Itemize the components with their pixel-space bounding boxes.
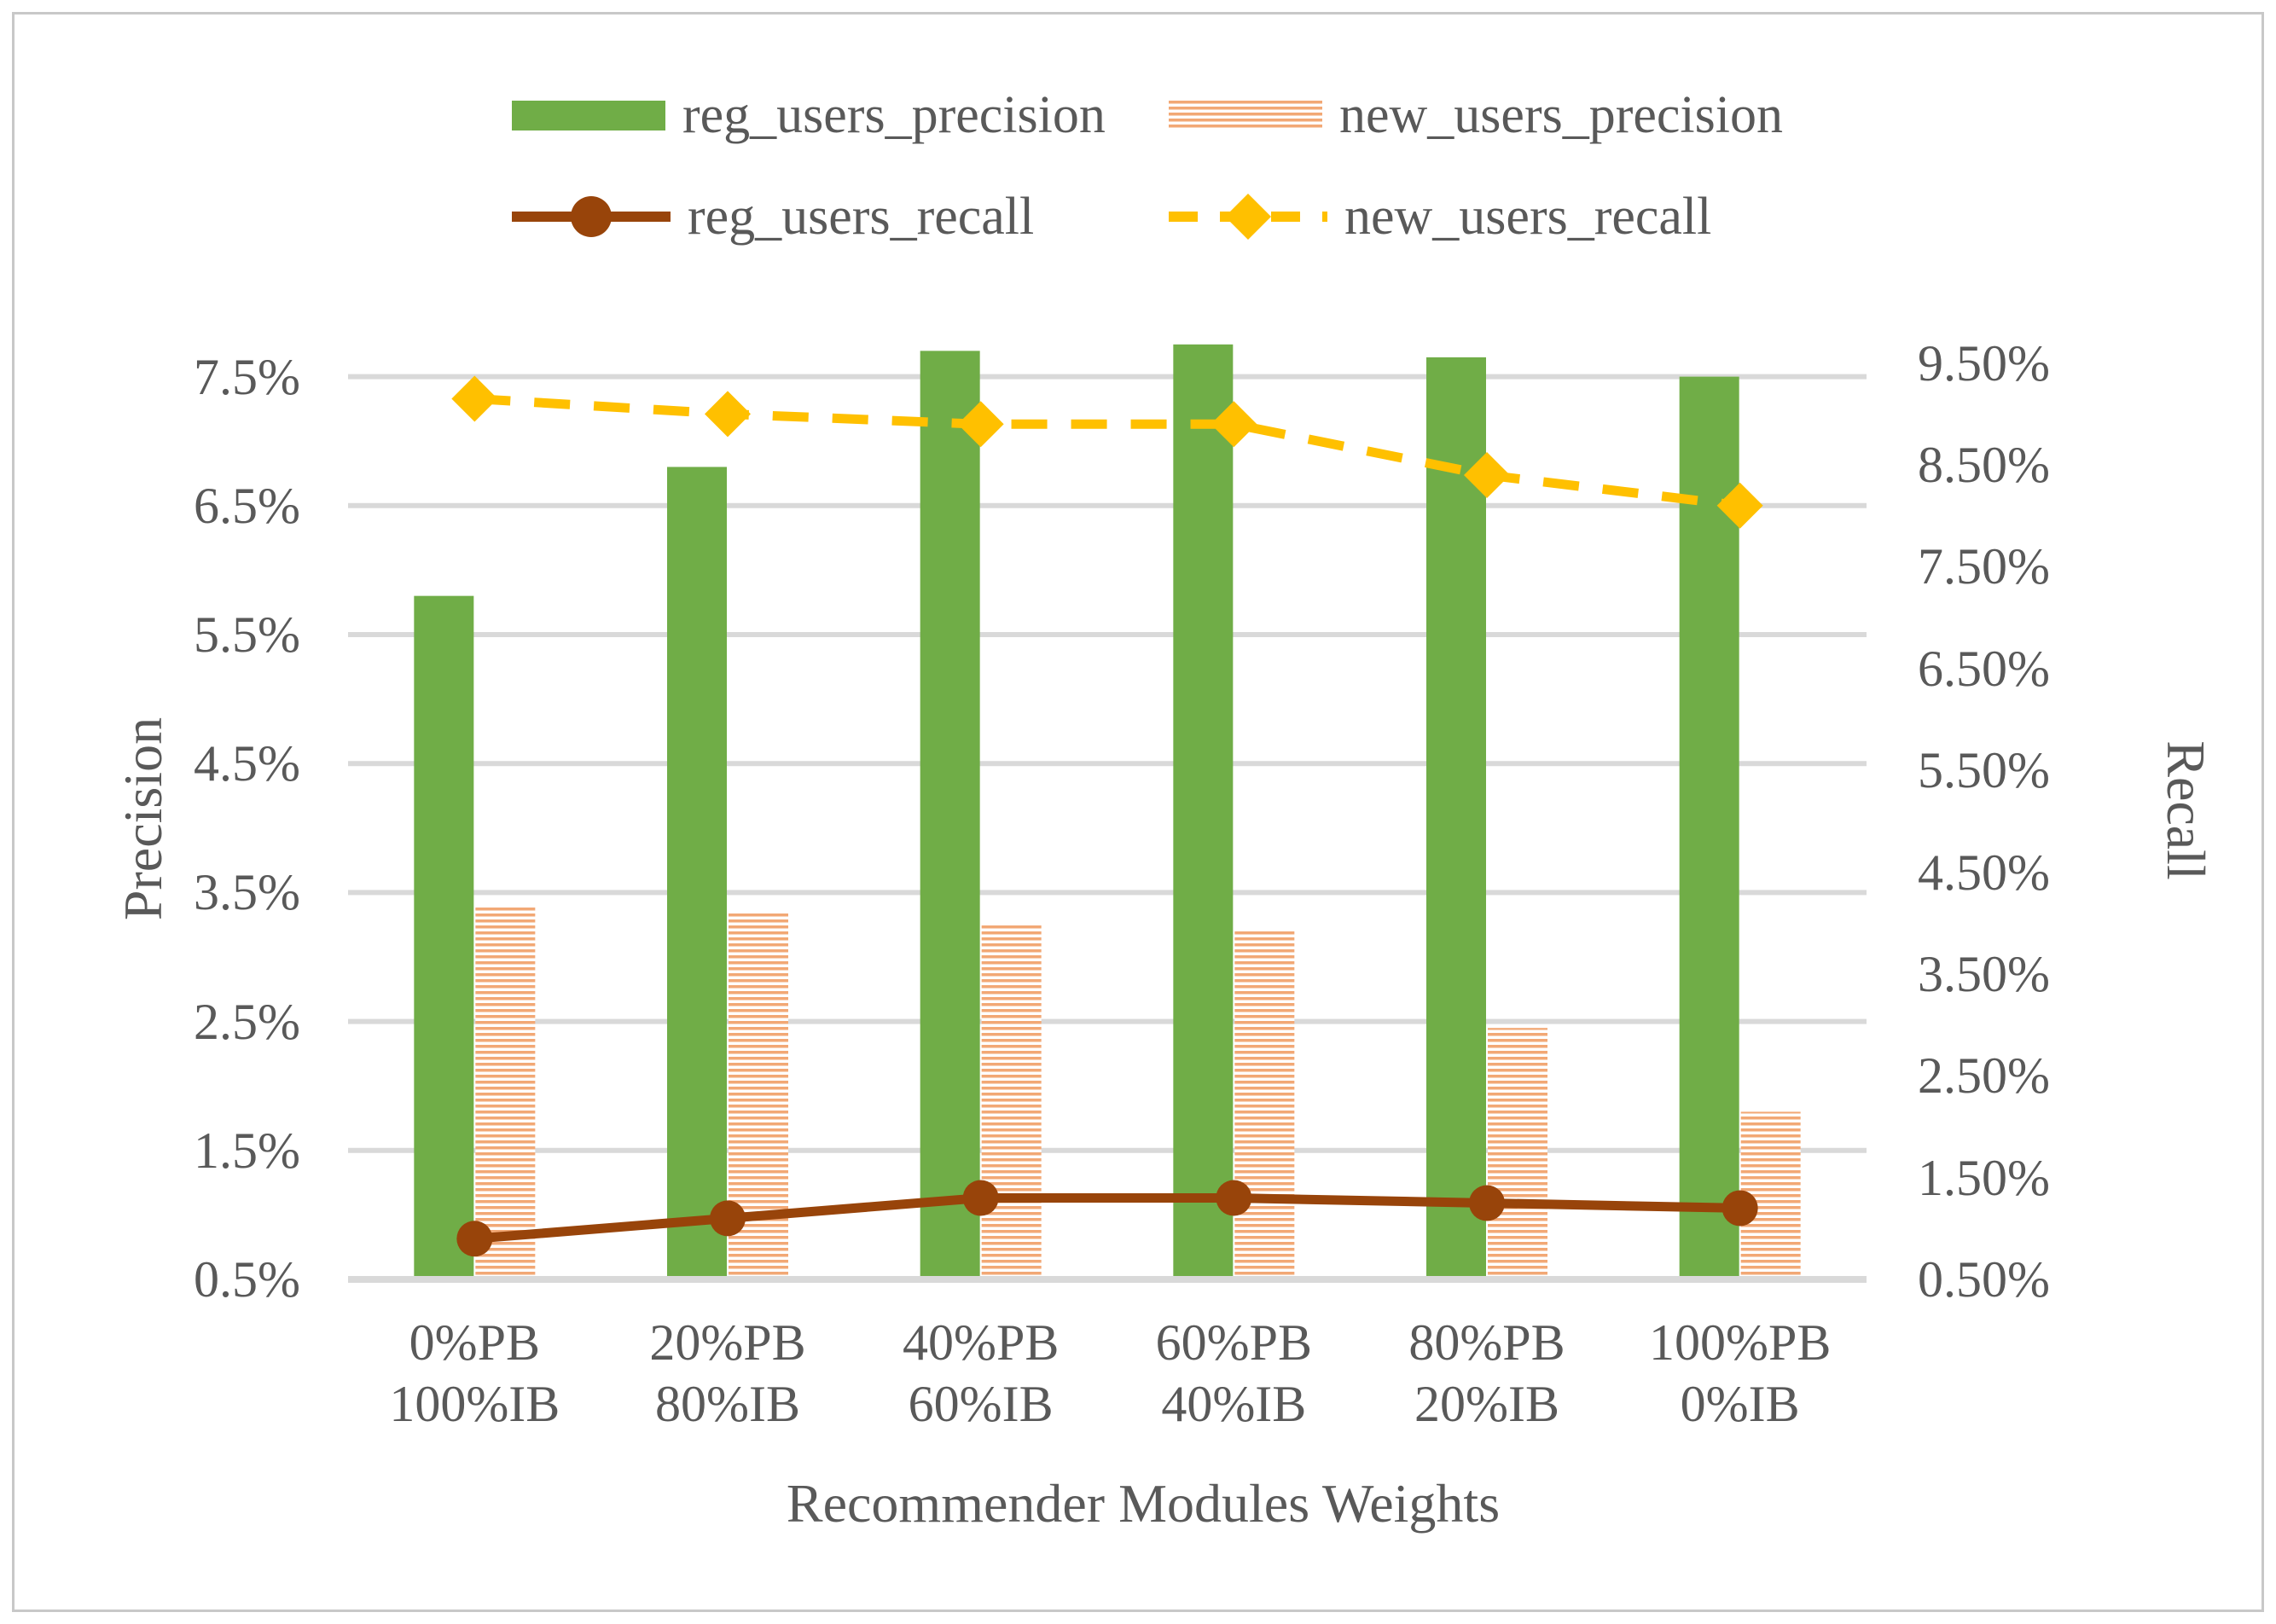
x-category-label-line: 0%IB <box>1680 1376 1800 1432</box>
bar-reg_users_precision <box>414 595 474 1279</box>
x-category-label-line: 40%PB <box>902 1314 1060 1371</box>
left-axis-tick-label: 4.5% <box>194 735 300 792</box>
legend-label-new-users-recall: new_users_recall <box>1344 188 1712 246</box>
left-axis-tick-label: 6.5% <box>194 477 300 534</box>
legend-item-new-users-precision: new_users_precision <box>1169 85 1783 145</box>
right-axis-tick-label: 5.50% <box>1918 742 2050 799</box>
left-axis-tick-label: 7.5% <box>194 348 300 405</box>
legend-swatch-reg-users-recall <box>512 196 671 237</box>
legend-swatch-reg-users-precision <box>512 100 665 130</box>
legend-label-new-users-precision: new_users_precision <box>1339 86 1783 144</box>
x-category-label-line: 60%IB <box>908 1376 1054 1432</box>
legend-item-reg-users-precision: reg_users_precision <box>512 85 1106 145</box>
x-category-label-line: 20%PB <box>649 1314 806 1371</box>
marker-circle-reg_users_recall <box>1469 1185 1505 1221</box>
x-category-label-line: 0%PB <box>409 1314 541 1371</box>
x-category-label: 0%PB 100%IB <box>329 1312 619 1435</box>
left-axis-tick-label: 2.5% <box>194 993 300 1050</box>
x-category-label: 40%PB 60%IB <box>836 1312 1126 1435</box>
x-category-label-line: 100%PB <box>1648 1314 1832 1371</box>
legend-label-reg-users-precision: reg_users_precision <box>682 86 1106 144</box>
legend-swatch-new-users-precision <box>1169 100 1322 130</box>
marker-circle-reg_users_recall <box>962 1180 999 1216</box>
bar-reg_users_precision <box>920 351 980 1279</box>
legend-item-new-users-recall: new_users_recall <box>1169 187 1711 246</box>
left-axis-tick-label: 0.5% <box>194 1251 300 1308</box>
marker-diamond-new_users_recall <box>705 391 751 438</box>
x-category-label-line: 80%PB <box>1408 1314 1565 1371</box>
marker-circle-reg_users_recall <box>710 1200 746 1237</box>
bar-new_users_precision <box>1234 931 1295 1279</box>
marker-diamond-new_users_recall <box>451 375 498 422</box>
x-category-label: 20%PB 80%IB <box>583 1312 873 1435</box>
line-new_users_recall <box>474 393 1741 511</box>
legend-swatch-new-users-recall <box>1169 194 1327 240</box>
right-axis-tick-label: 2.50% <box>1918 1047 2050 1105</box>
x-category-label: 60%PB 40%IB <box>1089 1312 1379 1435</box>
right-axis-tick-label: 4.50% <box>1918 844 2050 901</box>
x-category-label: 100%PB 0%IB <box>1595 1312 1885 1435</box>
right-axis-tick-label: 8.50% <box>1918 437 2050 494</box>
bar-reg_users_precision <box>1173 344 1234 1279</box>
line-reg_users_recall <box>473 1193 1740 1244</box>
x-category-label-line: 60%PB <box>1155 1314 1313 1371</box>
right-axis-tick-label: 0.50% <box>1918 1251 2050 1308</box>
legend-item-reg-users-recall: reg_users_recall <box>512 187 1034 246</box>
bar-new_users_precision <box>981 925 1042 1279</box>
right-axis-tick-label: 7.50% <box>1918 538 2050 595</box>
legend-label-reg-users-recall: reg_users_recall <box>688 188 1035 246</box>
marker-circle-reg_users_recall <box>1722 1190 1758 1227</box>
marker-circle-reg_users_recall <box>1216 1180 1252 1216</box>
x-category-label-line: 100%IB <box>389 1376 560 1432</box>
marker-diamond-new_users_recall <box>1211 401 1257 448</box>
x-category-label-line: 20%IB <box>1414 1376 1559 1432</box>
left-axis-tick-label: 1.5% <box>194 1122 300 1179</box>
marker-circle-reg_users_recall <box>456 1221 493 1257</box>
x-axis-title: Recommender Modules Weights <box>786 1473 1501 1534</box>
marker-diamond-new_users_recall <box>1716 482 1763 529</box>
bar-reg_users_precision <box>1679 376 1739 1280</box>
x-category-label-line: 40%IB <box>1161 1376 1307 1432</box>
bar-reg_users_precision <box>667 467 727 1279</box>
right-axis-tick-label: 9.50% <box>1918 334 2050 392</box>
marker-diamond-new_users_recall <box>1464 451 1510 498</box>
legend-diamond-marker <box>1225 194 1271 240</box>
x-category-label: 80%PB 20%IB <box>1342 1312 1632 1435</box>
x-category-label-line: 80%IB <box>655 1376 800 1432</box>
bar-new_users_precision <box>475 905 536 1279</box>
right-axis-tick-label: 1.50% <box>1918 1149 2050 1206</box>
bar-reg_users_precision <box>1426 357 1486 1279</box>
right-axis-tick-label: 3.50% <box>1918 945 2050 1002</box>
marker-diamond-new_users_recall <box>957 401 1004 448</box>
right-axis-tick-label: 6.50% <box>1918 640 2050 697</box>
left-axis-tick-label: 5.5% <box>194 606 300 663</box>
bar-new_users_precision <box>1488 1028 1547 1279</box>
left-axis-tick-label: 3.5% <box>194 864 300 921</box>
legend-circle-marker <box>571 196 612 237</box>
